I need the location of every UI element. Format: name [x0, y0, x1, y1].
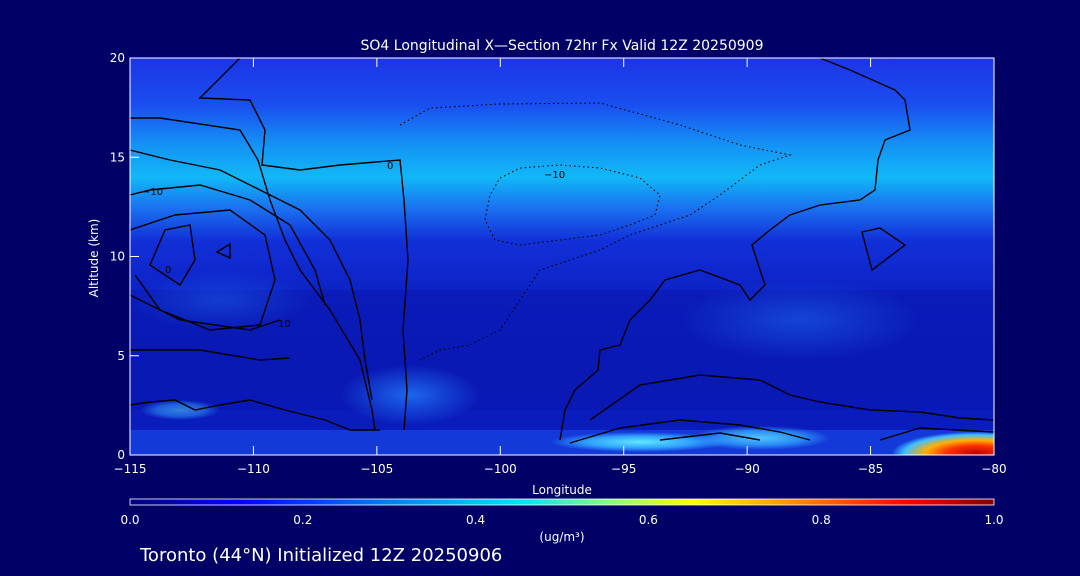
contour-line — [879, 427, 994, 441]
contour-label: −10 — [544, 170, 565, 181]
y-axis: 0 5 10 15 20 — [110, 51, 139, 462]
y-tick-label: 0 — [117, 448, 125, 462]
x-tick-label: −85 — [858, 462, 883, 476]
colorbar-unit-label: (ug/m³) — [539, 530, 584, 544]
negative-contours — [399, 102, 793, 361]
negative-contour-line — [484, 164, 661, 246]
concentration-blob — [340, 365, 480, 425]
x-tick-label: −115 — [114, 462, 147, 476]
contour-label: −10 — [142, 187, 163, 198]
contour-line — [659, 432, 761, 441]
contour-line — [569, 419, 811, 444]
contour-line — [198, 58, 409, 431]
colorbar: 0.0 0.2 0.4 0.6 0.8 1.0 (ug/m³) — [120, 498, 1004, 544]
plot-area — [130, 58, 994, 455]
contour-lines — [130, 58, 994, 444]
x-axis: −115 −110 −105 −100 −95 −90 −85 −80 — [114, 58, 1007, 476]
y-tick-label: 20 — [110, 51, 125, 65]
x-tick-label: −80 — [981, 462, 1006, 476]
colorbar-tick-label: 0.6 — [639, 513, 658, 527]
colorbar-tick-label: 0.4 — [466, 513, 485, 527]
contour-label: 0 — [387, 161, 393, 172]
colorbar-gradient — [129, 498, 995, 506]
concentration-blob — [130, 270, 310, 330]
chart-title: SO4 Longitudinal X—Section 72hr Fx Valid… — [361, 38, 764, 54]
contour-line — [215, 242, 231, 260]
contour-line — [130, 184, 326, 306]
contour-line — [559, 58, 911, 441]
footer-caption: Toronto (44°N) Initialized 12Z 20250906 — [139, 545, 502, 566]
surface-plume — [690, 426, 830, 450]
colorbar-tick-label: 0.0 — [120, 513, 139, 527]
x-tick-label: −100 — [484, 462, 517, 476]
contour-line — [149, 224, 196, 286]
x-tick-label: −90 — [734, 462, 759, 476]
x-tick-label: −110 — [237, 462, 270, 476]
surface-hotspot — [885, 428, 994, 455]
y-tick-label: 15 — [110, 150, 125, 164]
contour-label: 10 — [278, 319, 291, 330]
x-tick-label: −95 — [611, 462, 636, 476]
surface-plume — [140, 400, 220, 420]
y-tick-label: 5 — [117, 349, 125, 363]
contour-line — [130, 117, 376, 431]
y-axis-label: Altitude (km) — [87, 219, 101, 298]
x-axis-label: Longitude — [532, 483, 592, 497]
contour-line — [130, 209, 276, 331]
colorbar-tick-label: 1.0 — [984, 513, 1003, 527]
contour-line — [130, 349, 291, 361]
x-tick-label: −105 — [360, 462, 393, 476]
colorbar-ticks: 0.0 0.2 0.4 0.6 0.8 1.0 — [120, 513, 1003, 527]
contour-line — [130, 399, 380, 431]
contour-line — [130, 294, 281, 331]
y-tick-label: 10 — [110, 250, 125, 264]
contour-label: 0 — [165, 265, 171, 276]
colorbar-tick-label: 0.2 — [293, 513, 312, 527]
contour-line — [861, 227, 907, 272]
concentration-blob — [680, 280, 920, 360]
contour-line — [130, 149, 373, 401]
contour-line — [589, 374, 994, 421]
colorbar-tick-label: 0.8 — [812, 513, 831, 527]
